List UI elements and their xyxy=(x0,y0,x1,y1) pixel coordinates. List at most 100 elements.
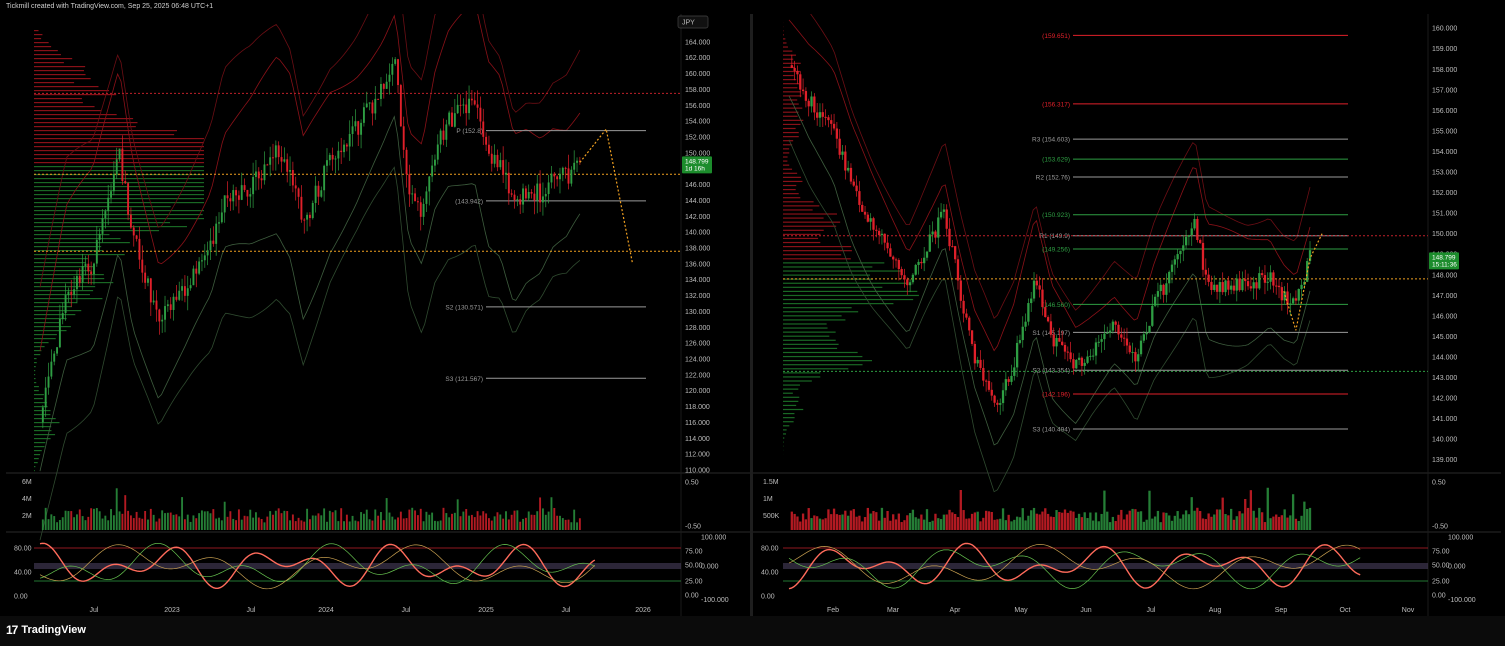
volume-profile-bar xyxy=(783,119,804,121)
volume-bar xyxy=(1184,510,1188,530)
volume-bar xyxy=(203,511,206,530)
volume-bar xyxy=(78,509,81,530)
volume-bar xyxy=(1128,510,1131,530)
volume-profile-bar xyxy=(34,114,117,116)
candle-body xyxy=(235,190,238,196)
volume-profile-bar xyxy=(34,42,49,44)
volume-bar xyxy=(209,513,212,530)
last-price-value: 148.799 xyxy=(685,158,709,165)
volume-profile-bar xyxy=(783,266,873,268)
volume-profile-bar xyxy=(34,386,39,388)
volume-bar xyxy=(1004,520,1008,530)
volume-profile-bar xyxy=(34,202,204,204)
volume-bar xyxy=(124,495,127,530)
candle-body xyxy=(793,67,796,71)
candle-body xyxy=(203,255,206,261)
oscillator-band xyxy=(34,563,681,569)
candle-body xyxy=(1131,351,1134,353)
volume-profile-bar xyxy=(783,384,800,386)
volume-bar xyxy=(945,514,948,530)
candle-body xyxy=(1049,321,1053,335)
volume-bar xyxy=(198,513,201,530)
volume-profile-bar xyxy=(34,54,61,56)
volume-bar xyxy=(98,511,101,530)
volume-profile-bar xyxy=(783,364,863,366)
volume-bar xyxy=(50,514,53,530)
candle-body xyxy=(813,96,816,113)
candle-body xyxy=(144,272,147,283)
volume-profile-bar xyxy=(34,126,136,128)
volume-bar xyxy=(240,519,243,530)
volume-profile-bar xyxy=(783,347,838,350)
candle-body xyxy=(965,313,968,318)
volume-profile-bar xyxy=(783,209,813,211)
candle-body xyxy=(382,83,385,89)
volume-bar xyxy=(911,509,915,530)
volume-bar xyxy=(175,514,178,530)
volume-bar xyxy=(1131,508,1134,530)
volume-bar xyxy=(1260,512,1264,530)
volume-bar xyxy=(934,513,937,530)
volume-tick-label: 4M xyxy=(22,496,32,503)
volume-bar xyxy=(158,518,161,530)
volume-bar xyxy=(482,511,485,530)
tradingview-logo[interactable]: 17 TradingView xyxy=(6,623,86,637)
volume-bar xyxy=(505,511,507,530)
volume-bar xyxy=(959,489,962,530)
candle-body xyxy=(1032,280,1036,299)
volume-bar xyxy=(394,519,397,530)
volume-bar xyxy=(274,510,277,530)
oscillator-right-tick: 0.00 xyxy=(1432,592,1446,599)
volume-bar xyxy=(1306,508,1309,530)
candle-body xyxy=(1308,250,1312,262)
candle-body xyxy=(61,313,64,319)
volume-bar xyxy=(345,514,348,530)
time-tick-label: Jul xyxy=(402,607,411,614)
candle-body xyxy=(269,157,272,165)
price-tick-label: 162.000 xyxy=(685,55,710,62)
volume-bar xyxy=(411,507,414,530)
candle-body xyxy=(959,280,962,301)
candle-body xyxy=(351,126,354,134)
candle-body xyxy=(804,91,808,101)
volume-bar xyxy=(844,510,847,530)
right-chart-svg[interactable]: 160.000 159.000 158.000 157.000 156.000 155.0… xyxy=(753,14,1501,616)
oscillator-right-tick: 25.00 xyxy=(1432,579,1450,586)
candle-body xyxy=(1204,269,1207,275)
right-chart-pane[interactable]: 160.000 159.000 158.000 157.000 156.000 155.0… xyxy=(753,14,1501,616)
volume-profile-bar xyxy=(34,238,121,240)
candle-body xyxy=(1035,280,1038,286)
time-tick-label: 2025 xyxy=(478,607,494,614)
volume-bar xyxy=(374,509,377,530)
oscillator-right-tick: -100.000 xyxy=(701,597,729,604)
volume-bar xyxy=(570,522,573,530)
oscillator-right-tick: 0.50 xyxy=(685,480,699,487)
candle-body xyxy=(1280,287,1283,301)
volume-profile-bar xyxy=(783,213,837,215)
oscillator-right-tick: 75.00 xyxy=(1432,549,1450,556)
volume-bar xyxy=(827,509,830,530)
oscillator-line xyxy=(788,542,1361,590)
pane-divider[interactable] xyxy=(750,14,753,616)
candle-body xyxy=(553,173,556,177)
candle-body xyxy=(1266,281,1269,283)
volume-profile-bar xyxy=(34,182,204,184)
pivot-label: R1 (149.9) xyxy=(1039,233,1070,240)
volume-bar xyxy=(448,517,451,530)
candle-body xyxy=(863,211,867,215)
volume-bar xyxy=(1224,514,1227,530)
volume-profile-bar xyxy=(783,38,786,40)
candle-body xyxy=(209,240,212,251)
volume-bar xyxy=(1122,519,1126,530)
volume-bar xyxy=(1063,509,1067,530)
left-chart-svg[interactable]: 164.000 162.000 160.000 158.000 156.000 154.0… xyxy=(6,14,750,616)
volume-bar xyxy=(115,488,118,530)
volume-bar xyxy=(402,518,405,530)
volume-bar xyxy=(1297,520,1300,530)
candle-body xyxy=(987,380,991,390)
volume-profile-bar xyxy=(34,454,41,456)
volume-bar xyxy=(1235,516,1238,530)
left-chart-pane[interactable]: 164.000 162.000 160.000 158.000 156.000 154.0… xyxy=(6,14,750,616)
candle-body xyxy=(1018,340,1022,343)
volume-tick-label: 6M xyxy=(22,479,32,486)
